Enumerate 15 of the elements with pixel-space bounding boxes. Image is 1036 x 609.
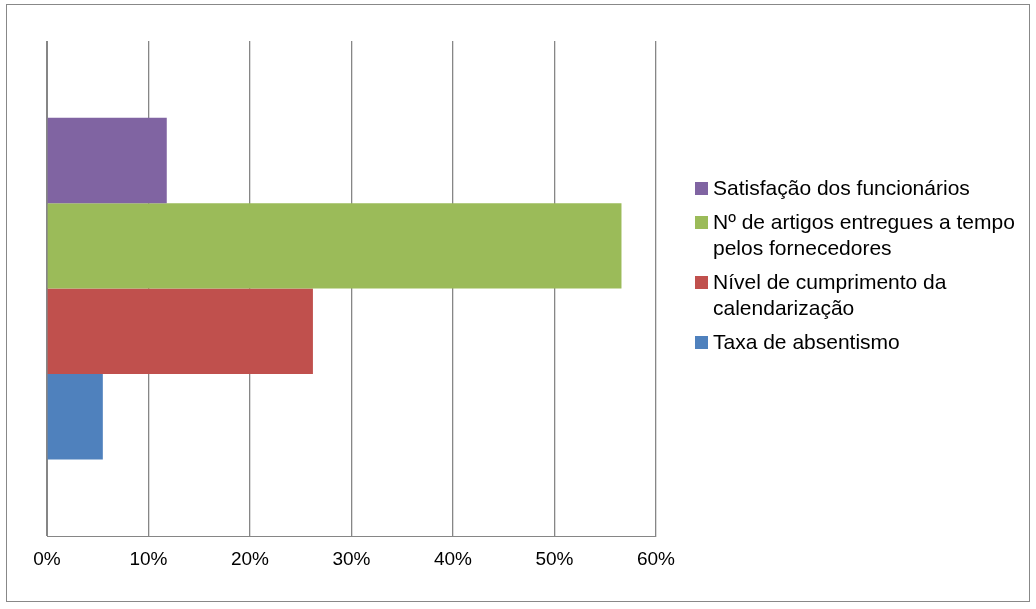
x-tick-label: 60% <box>636 547 676 569</box>
legend-label: Nº de artigos entregues a tempo pelos fornecedores <box>713 209 1016 261</box>
x-tick-label: 0% <box>33 547 61 569</box>
bar <box>47 203 622 289</box>
legend-label: Taxa de absentismo <box>713 329 900 355</box>
legend-label: Satisfação dos funcionários <box>713 175 970 201</box>
bar <box>47 288 313 375</box>
x-tick-label: 30% <box>332 547 371 569</box>
x-tick-label: 50% <box>535 547 574 569</box>
legend-label: Nível de cumprimento da calendarização <box>713 269 948 321</box>
x-tick-label: 40% <box>433 547 473 569</box>
x-tick-label: 10% <box>129 547 168 569</box>
bar <box>47 374 103 460</box>
x-tick-label: 20% <box>230 547 270 569</box>
bar <box>47 117 167 204</box>
